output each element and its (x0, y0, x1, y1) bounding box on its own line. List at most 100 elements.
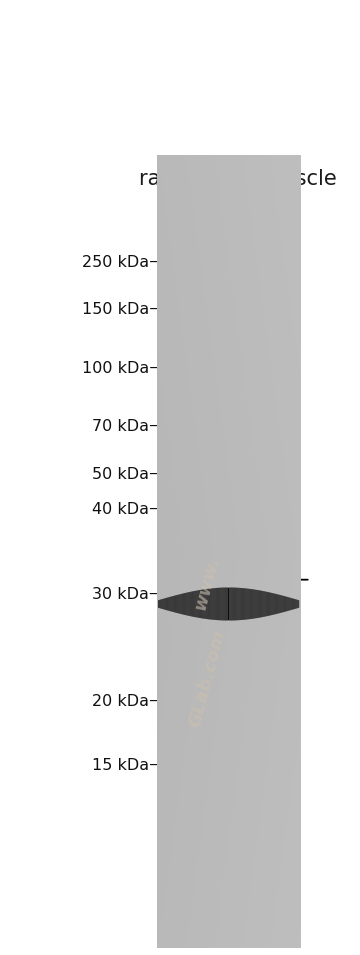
Polygon shape (262, 591, 263, 617)
Polygon shape (176, 595, 177, 613)
Text: www.: www. (191, 554, 223, 612)
Polygon shape (229, 587, 230, 621)
Polygon shape (223, 587, 224, 621)
Polygon shape (240, 588, 241, 620)
Polygon shape (268, 592, 269, 616)
Polygon shape (165, 598, 166, 610)
Polygon shape (190, 592, 191, 616)
Polygon shape (251, 589, 252, 619)
Polygon shape (181, 594, 182, 614)
Polygon shape (225, 587, 226, 621)
Polygon shape (195, 591, 196, 617)
Polygon shape (173, 596, 174, 612)
Text: 15 kDa→: 15 kDa→ (92, 757, 162, 773)
Polygon shape (207, 589, 208, 619)
Polygon shape (275, 594, 276, 614)
Polygon shape (238, 587, 239, 620)
Polygon shape (267, 592, 268, 616)
Polygon shape (257, 590, 258, 618)
Polygon shape (297, 600, 298, 608)
Polygon shape (252, 589, 253, 619)
Polygon shape (179, 594, 180, 614)
Polygon shape (293, 599, 294, 609)
Polygon shape (189, 592, 190, 616)
Polygon shape (178, 595, 179, 613)
Polygon shape (205, 589, 206, 619)
Polygon shape (158, 600, 159, 608)
Polygon shape (274, 593, 275, 614)
Polygon shape (280, 595, 281, 613)
Polygon shape (161, 599, 162, 608)
Polygon shape (184, 593, 185, 615)
Polygon shape (255, 589, 256, 618)
Polygon shape (290, 598, 291, 610)
Polygon shape (261, 591, 262, 617)
Polygon shape (209, 588, 210, 620)
Polygon shape (243, 588, 244, 620)
Polygon shape (226, 587, 227, 621)
Polygon shape (185, 593, 186, 615)
Polygon shape (198, 590, 199, 618)
Polygon shape (279, 595, 280, 613)
Polygon shape (201, 590, 202, 618)
Polygon shape (264, 591, 265, 617)
Polygon shape (285, 597, 286, 611)
Polygon shape (242, 588, 243, 620)
Polygon shape (222, 587, 223, 621)
Polygon shape (266, 592, 267, 616)
Polygon shape (163, 599, 164, 609)
Polygon shape (187, 592, 188, 616)
Polygon shape (235, 587, 236, 621)
Polygon shape (283, 596, 284, 612)
Polygon shape (191, 591, 192, 616)
Polygon shape (199, 590, 200, 618)
Polygon shape (239, 588, 240, 620)
Polygon shape (270, 593, 271, 615)
Polygon shape (196, 590, 197, 618)
Polygon shape (224, 587, 225, 621)
Polygon shape (287, 597, 288, 611)
Polygon shape (282, 596, 283, 612)
Polygon shape (171, 597, 172, 611)
Polygon shape (170, 597, 171, 611)
Polygon shape (218, 588, 219, 620)
Polygon shape (246, 588, 247, 620)
Polygon shape (174, 596, 175, 612)
Polygon shape (182, 594, 183, 614)
Polygon shape (233, 587, 234, 621)
Polygon shape (294, 599, 295, 609)
Polygon shape (166, 598, 167, 610)
Polygon shape (286, 597, 287, 611)
Polygon shape (213, 588, 214, 620)
Polygon shape (253, 589, 254, 619)
Polygon shape (259, 590, 260, 618)
Polygon shape (237, 587, 238, 620)
Text: 40 kDa→: 40 kDa→ (92, 502, 162, 517)
Polygon shape (220, 587, 221, 621)
Polygon shape (276, 594, 277, 614)
Text: 150 kDa→: 150 kDa→ (82, 302, 162, 317)
Polygon shape (263, 591, 264, 617)
Polygon shape (212, 588, 213, 620)
Polygon shape (216, 588, 217, 620)
Polygon shape (210, 588, 211, 620)
Text: 100 kDa→: 100 kDa→ (82, 361, 162, 376)
Polygon shape (247, 588, 248, 620)
Polygon shape (289, 598, 290, 610)
Polygon shape (164, 599, 165, 609)
Polygon shape (175, 595, 176, 612)
Polygon shape (162, 599, 163, 609)
Text: 30 kDa→: 30 kDa→ (92, 586, 162, 602)
Polygon shape (234, 587, 235, 621)
Polygon shape (249, 589, 250, 619)
Polygon shape (250, 589, 251, 619)
Polygon shape (203, 589, 204, 619)
Polygon shape (202, 589, 203, 619)
Polygon shape (228, 587, 229, 621)
Polygon shape (269, 592, 270, 616)
Polygon shape (232, 587, 233, 621)
Polygon shape (211, 588, 212, 620)
Polygon shape (296, 600, 297, 608)
Polygon shape (265, 591, 266, 617)
Text: GLab.com: GLab.com (185, 627, 229, 729)
